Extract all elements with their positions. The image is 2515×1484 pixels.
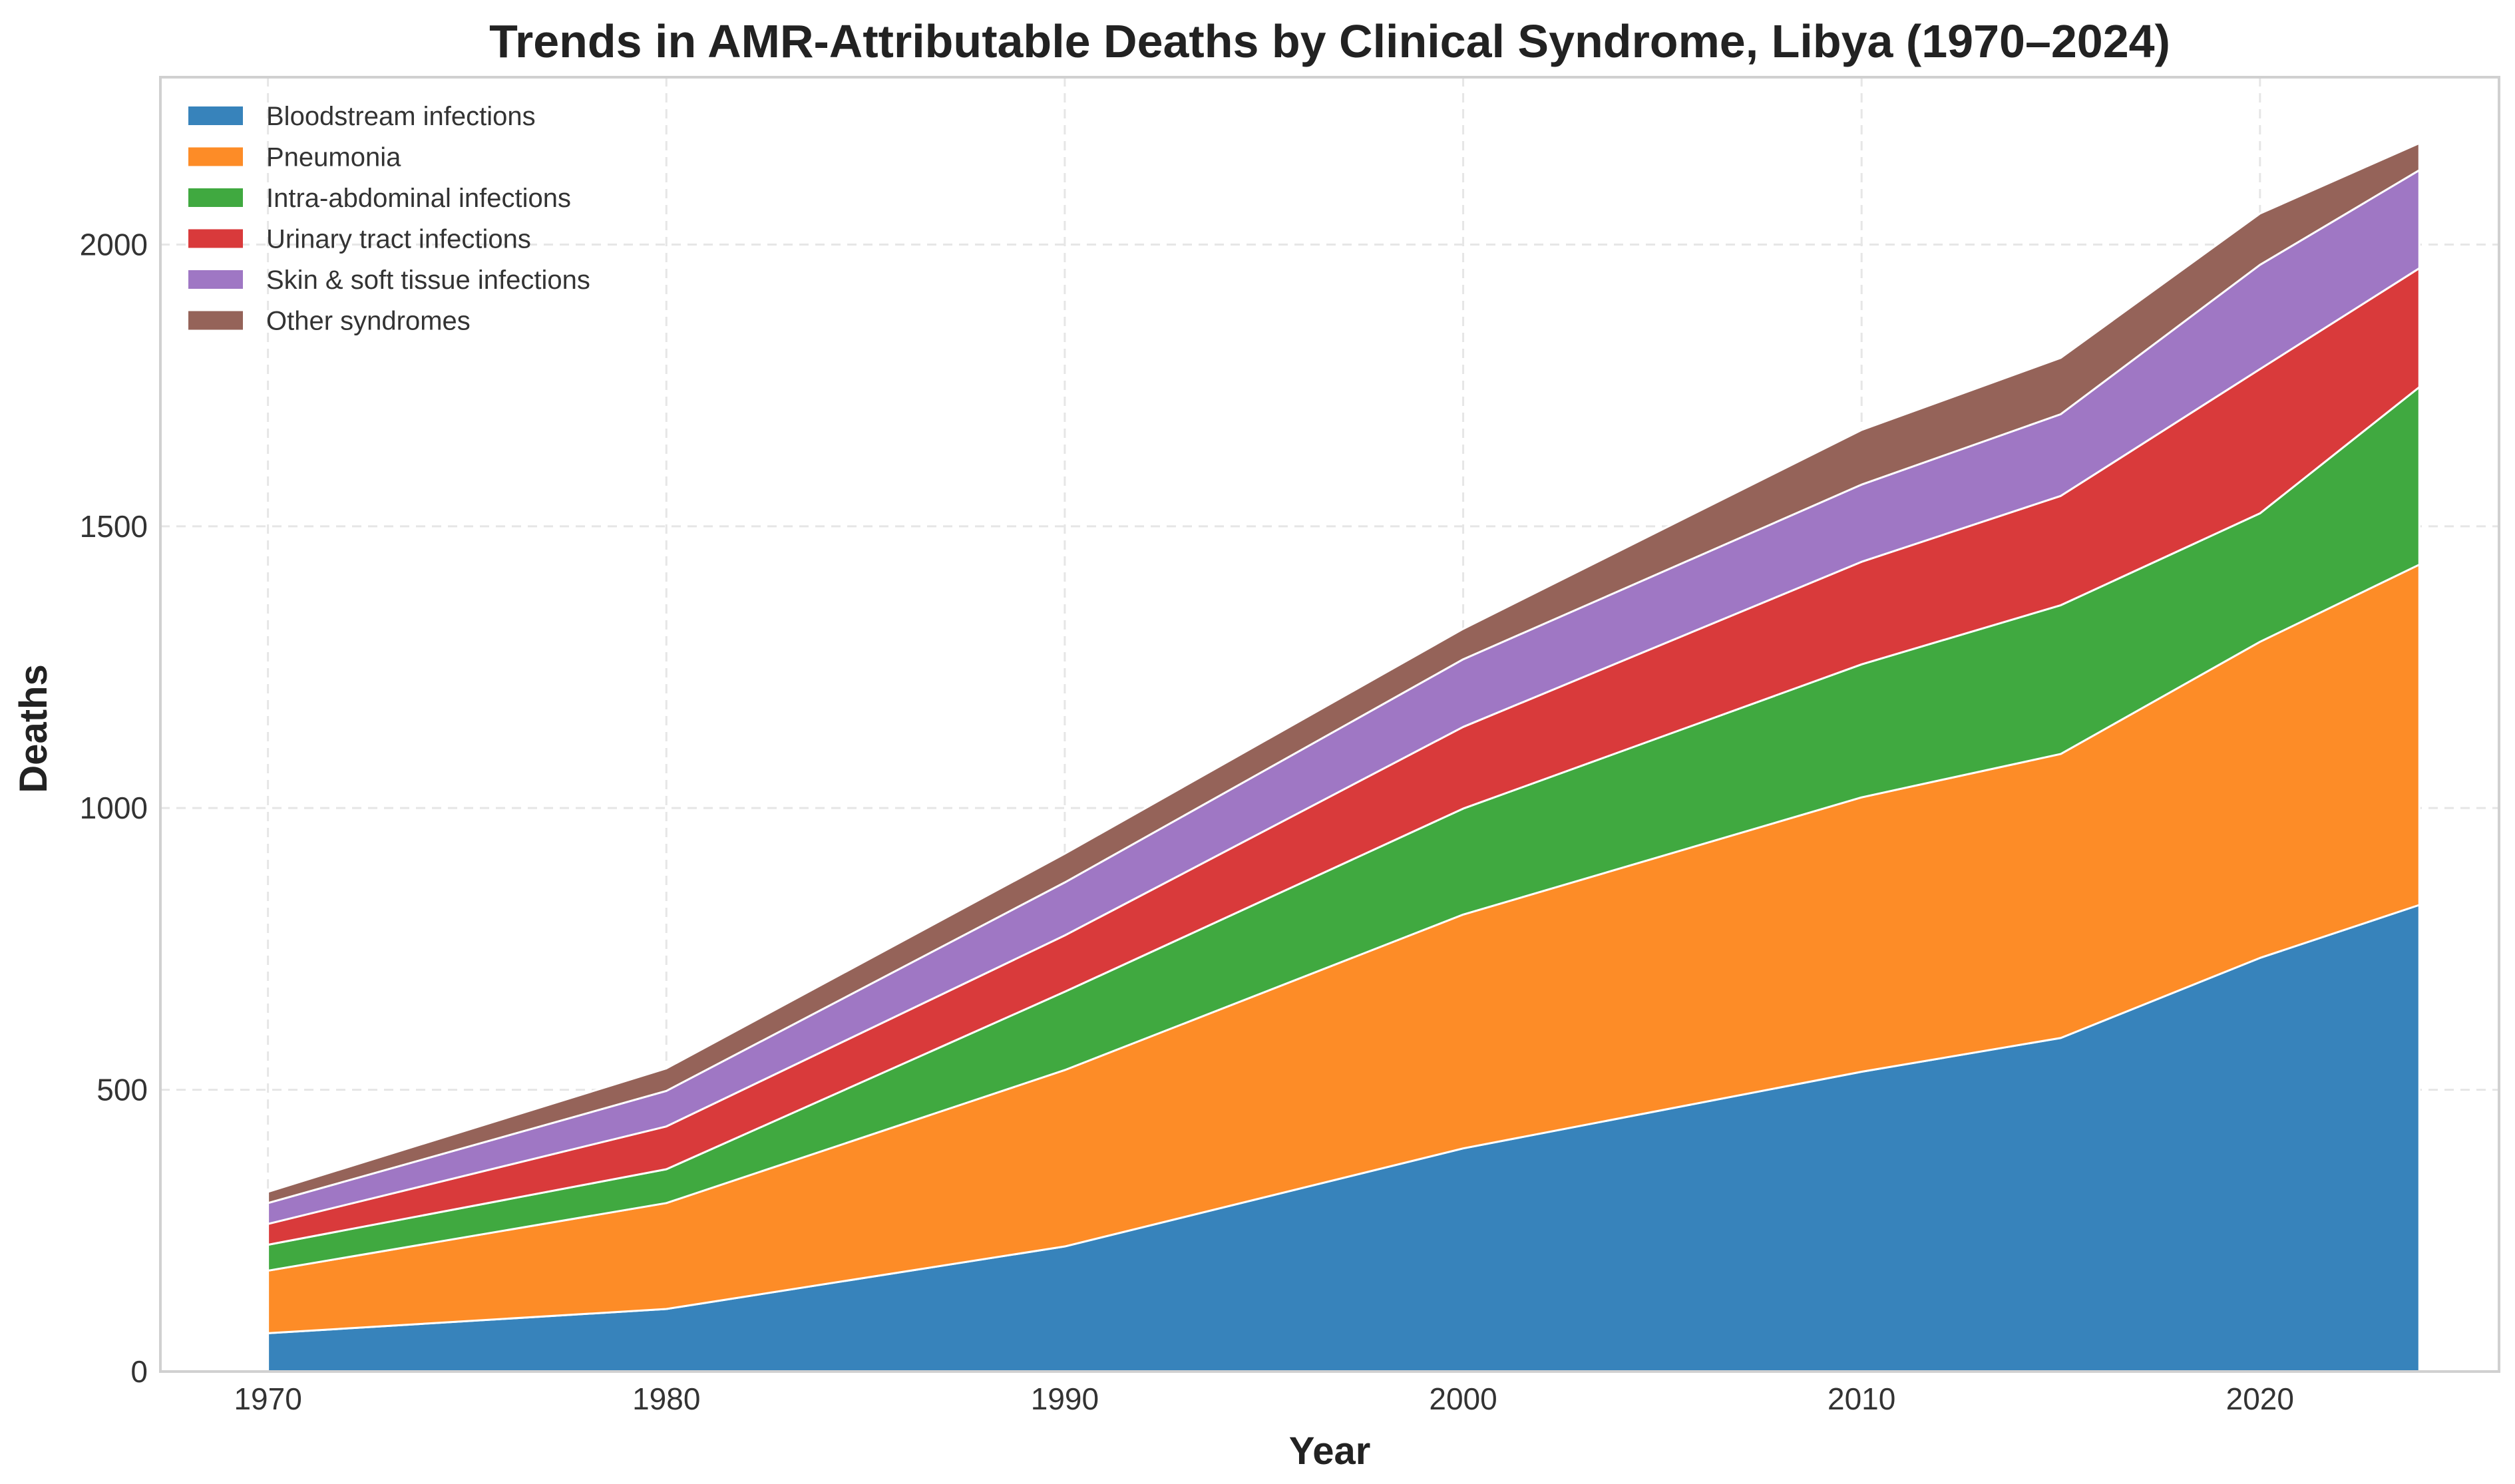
y-tick-label: 2000	[80, 227, 148, 262]
chart-title: Trends in AMR-Attributable Deaths by Cli…	[489, 15, 2170, 67]
legend-item: Pneumonia	[188, 143, 401, 172]
y-tick-label: 1000	[80, 791, 148, 825]
legend-item: Other syndromes	[188, 307, 471, 336]
x-tick-label: 1980	[632, 1382, 700, 1416]
legend-item: Urinary tract infections	[188, 225, 531, 254]
legend-swatch	[188, 147, 243, 166]
area-series	[267, 142, 2420, 1373]
x-tick-label: 2010	[1828, 1382, 1895, 1416]
x-axis-ticks: 1970 1980 1990 2000 2010 2020	[234, 1382, 2294, 1416]
legend-item: Bloodstream infections	[188, 102, 536, 131]
y-axis-label: Deaths	[12, 664, 55, 793]
legend-label: Intra-abdominal infections	[266, 184, 571, 213]
legend-swatch	[188, 106, 243, 125]
y-tick-label: 500	[97, 1073, 148, 1107]
legend-swatch	[188, 270, 243, 289]
legend: Bloodstream infections Pneumonia Intra-abd…	[188, 102, 590, 336]
legend-item: Skin & soft tissue infections	[188, 266, 590, 295]
legend-label: Other syndromes	[266, 307, 471, 336]
legend-label: Bloodstream infections	[266, 102, 536, 131]
area-other-syndromes	[267, 142, 2420, 1205]
legend-label: Urinary tract infections	[266, 225, 531, 254]
legend-label: Pneumonia	[266, 143, 401, 172]
legend-item: Intra-abdominal infections	[188, 184, 571, 213]
plot-frame	[159, 76, 2500, 1373]
x-tick-label: 2000	[1429, 1382, 1497, 1416]
x-axis-label: Year	[1289, 1429, 1371, 1473]
legend-swatch	[188, 311, 243, 330]
legend-label: Skin & soft tissue infections	[266, 266, 590, 295]
y-tick-label: 1500	[80, 509, 148, 544]
y-tick-label: 0	[130, 1354, 148, 1389]
x-tick-label: 1990	[1031, 1382, 1099, 1416]
y-axis-ticks: 0 500 1000 1500 2000	[80, 227, 148, 1389]
legend-swatch	[188, 188, 243, 207]
legend-swatch	[188, 229, 243, 248]
x-tick-label: 2020	[2226, 1382, 2294, 1416]
x-tick-label: 1970	[234, 1382, 301, 1416]
